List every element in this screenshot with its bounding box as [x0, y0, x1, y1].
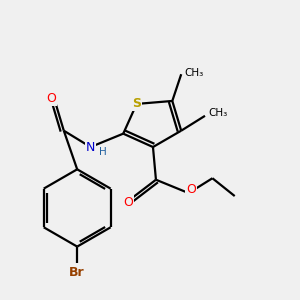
- Text: CH₃: CH₃: [208, 108, 228, 118]
- Text: O: O: [46, 92, 56, 105]
- Text: S: S: [132, 98, 141, 110]
- Text: O: O: [123, 196, 133, 208]
- Text: CH₃: CH₃: [185, 68, 204, 78]
- Text: O: O: [186, 183, 196, 196]
- Text: H: H: [99, 147, 107, 158]
- Text: N: N: [86, 140, 95, 154]
- Text: Br: Br: [69, 266, 85, 279]
